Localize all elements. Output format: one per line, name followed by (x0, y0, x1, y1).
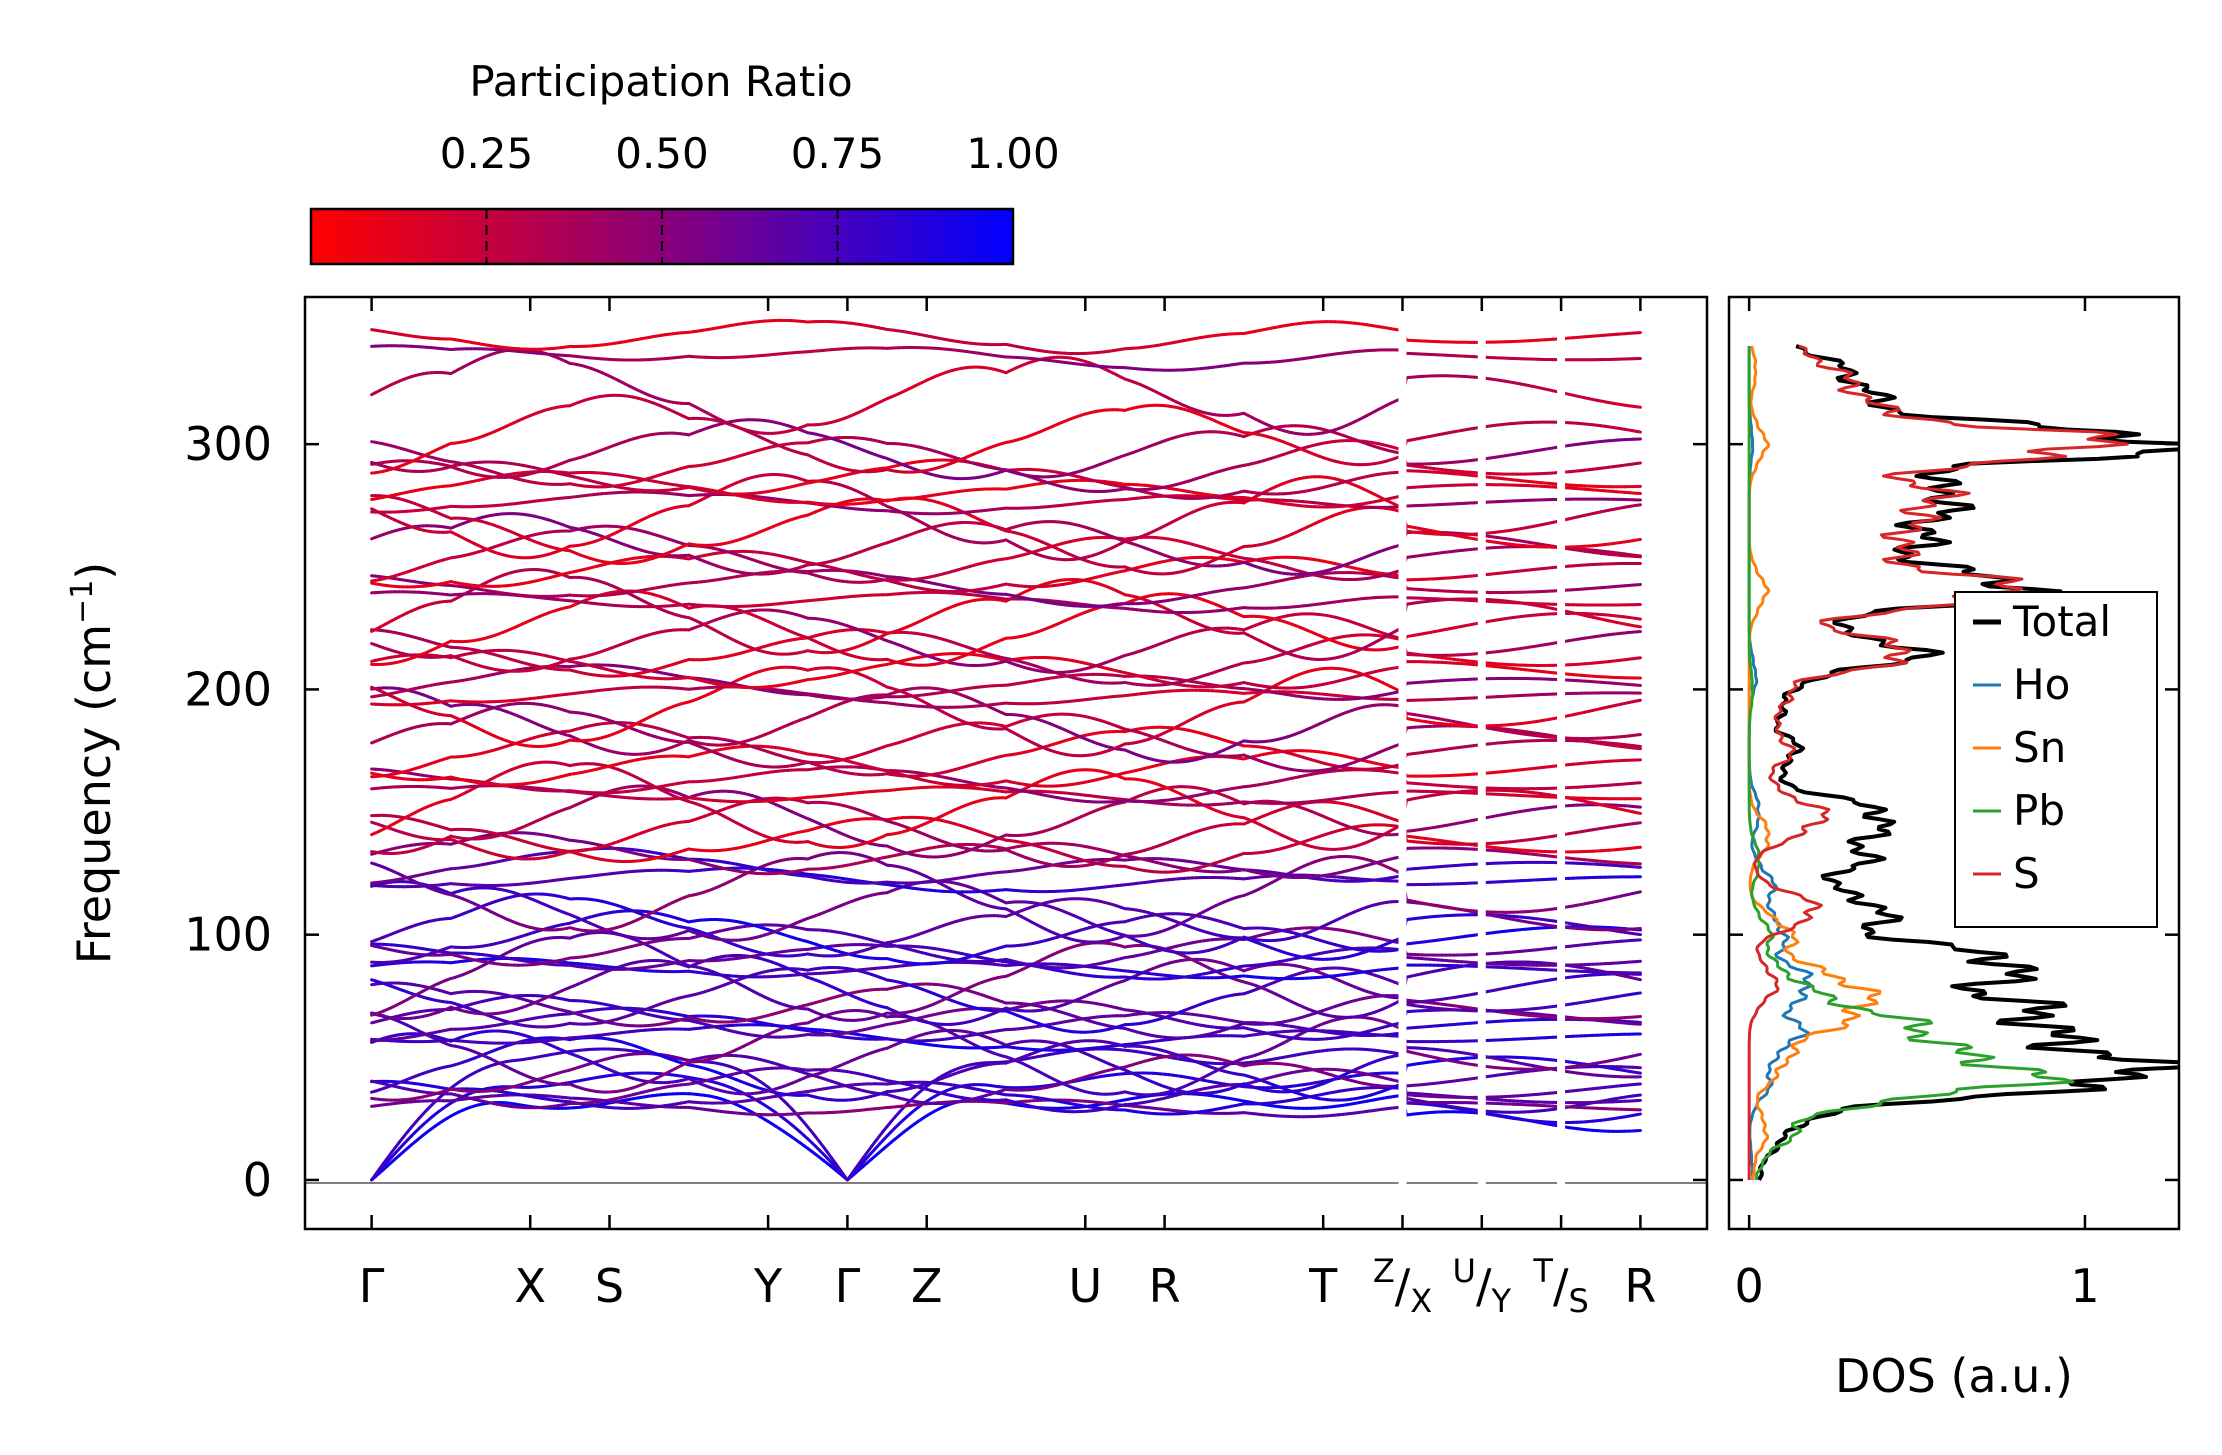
colorbar-tick-label: 0.25 (440, 129, 534, 178)
colorbar-tick-label: 0.50 (615, 129, 709, 178)
colorbar: Participation Ratio 0.25 0.50 0.75 1.00 (309, 57, 1060, 266)
colorbar-ticks: 0.25 0.50 0.75 1.00 (440, 129, 1060, 264)
optical-branch (1634, 991, 1642, 996)
colorbar-tick-label: 0.75 (791, 129, 885, 178)
optical-branch (1634, 1052, 1642, 1057)
colorbar-tick-label: 1.00 (966, 129, 1060, 178)
acoustic-branch (1634, 1112, 1642, 1117)
optical-branch (1634, 1071, 1642, 1075)
colorbar-title: Participation Ratio (469, 57, 852, 106)
phonon-bands (370, 318, 1642, 1182)
